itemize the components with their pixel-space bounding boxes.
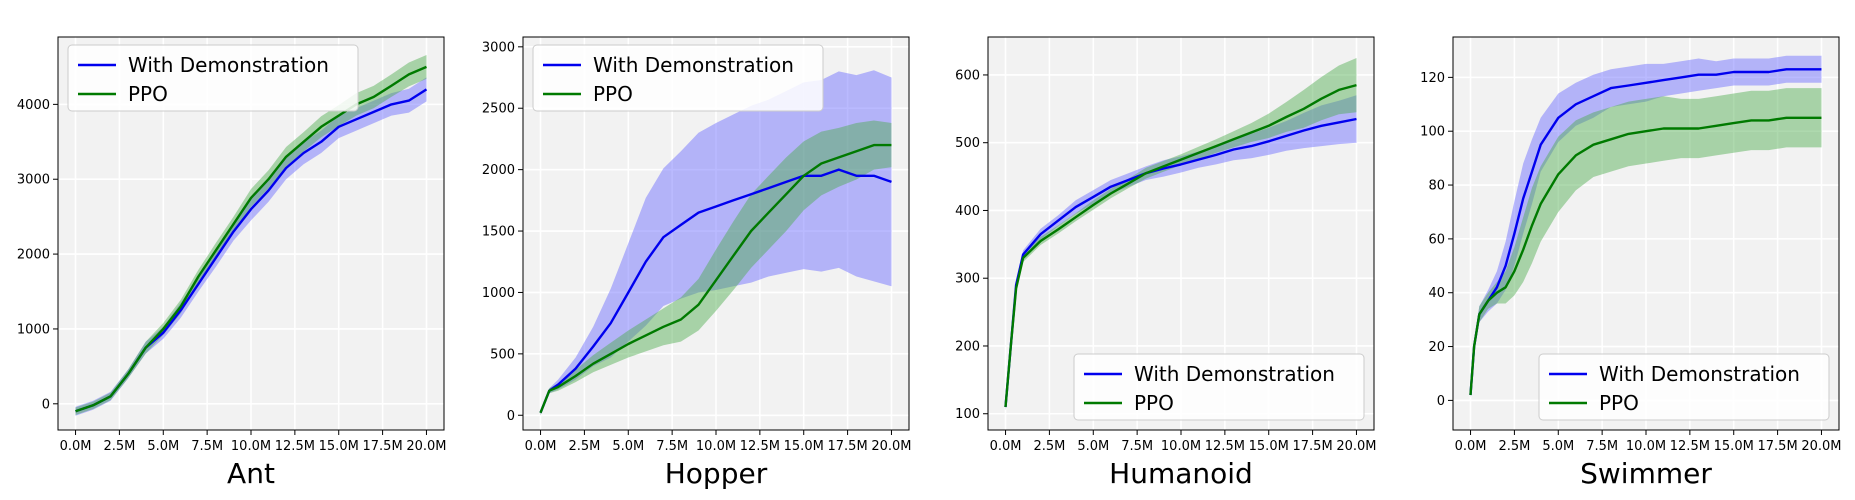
y-tick-label: 0 bbox=[42, 397, 50, 412]
x-tick-label: 20.0M bbox=[871, 439, 911, 454]
x-tick-label: 7.5M bbox=[1586, 439, 1618, 454]
series-line-with-demo bbox=[1004, 117, 1357, 408]
x-tick-label: 20.0M bbox=[1801, 439, 1841, 454]
y-tick-label: 3000 bbox=[17, 173, 50, 188]
x-tick-label: 12.5M bbox=[1670, 439, 1710, 454]
x-tick-label: 0.0M bbox=[990, 439, 1022, 454]
series-band-with-demo bbox=[540, 70, 892, 416]
series-line-with-demo bbox=[539, 168, 892, 414]
x-tick-label: 5.0M bbox=[1077, 439, 1109, 454]
series-band-ppo bbox=[540, 120, 892, 416]
y-tick-label: 1000 bbox=[482, 286, 515, 301]
legend-box bbox=[532, 44, 824, 112]
x-tick-label: 15.0M bbox=[1714, 439, 1754, 454]
y-tick-label: 80 bbox=[1428, 179, 1445, 194]
series-band-with-demo bbox=[1470, 55, 1822, 398]
y-tick-label: 2500 bbox=[482, 102, 515, 117]
series-line-ppo bbox=[1004, 83, 1357, 408]
legend-label-ppo: PPO bbox=[1599, 391, 1639, 415]
x-tick-label: 10.0M bbox=[231, 439, 271, 454]
x-tick-label: 12.5M bbox=[275, 439, 315, 454]
x-tick-label: 0.0M bbox=[60, 439, 92, 454]
y-tick-label: 4000 bbox=[17, 98, 50, 113]
y-tick-label: 400 bbox=[955, 204, 980, 219]
legend: With Demonstration PPO bbox=[67, 44, 359, 112]
series-line-with-demo bbox=[1469, 68, 1822, 396]
y-tick-label: 40 bbox=[1428, 286, 1445, 301]
x-tick-label: 2.5M bbox=[568, 439, 600, 454]
legend-box bbox=[1073, 353, 1365, 421]
x-tick-label: 2.5M bbox=[1498, 439, 1530, 454]
x-tick-label: 5.0M bbox=[147, 439, 179, 454]
legend-label-ppo: PPO bbox=[1134, 391, 1174, 415]
chart-panel-swimmer: 0.0M 2.5M 5.0M 7.5M 10.0M 12.5M 15.0M 17.5M 20.0… bbox=[1420, 36, 1842, 490]
x-tick-label: 15.0M bbox=[319, 439, 359, 454]
legend-label-ppo: PPO bbox=[128, 82, 168, 106]
y-tick-label: 100 bbox=[955, 407, 980, 422]
series-band-ppo bbox=[1005, 58, 1357, 411]
legend-label-with-demo: With Demonstration bbox=[593, 53, 794, 77]
x-tick-label: 17.5M bbox=[363, 439, 403, 454]
x-tick-label: 10.0M bbox=[1161, 439, 1201, 454]
x-tick-label: 20.0M bbox=[1336, 439, 1376, 454]
y-tick-label: 300 bbox=[955, 272, 980, 287]
y-tick-label: 500 bbox=[490, 347, 515, 362]
series-line-ppo bbox=[1469, 116, 1822, 396]
x-tick-label: 15.0M bbox=[784, 439, 824, 454]
x-tick-label: 7.5M bbox=[191, 439, 223, 454]
y-tick-label: 0 bbox=[1437, 394, 1445, 409]
legend: With Demonstration PPO bbox=[532, 44, 824, 112]
x-tick-label: 0.0M bbox=[525, 439, 557, 454]
y-tick-label: 2000 bbox=[17, 248, 50, 263]
y-tick-label: 3000 bbox=[482, 40, 515, 55]
legend-label-ppo: PPO bbox=[593, 82, 633, 106]
y-tick-label: 600 bbox=[955, 68, 980, 83]
x-tick-label: 17.5M bbox=[1758, 439, 1798, 454]
x-tick-label: 5.0M bbox=[1542, 439, 1574, 454]
y-tick-label: 2000 bbox=[482, 163, 515, 178]
legend-box bbox=[67, 44, 359, 112]
x-tick-label: 20.0M bbox=[406, 439, 446, 454]
x-axis-label: Hopper bbox=[665, 457, 768, 490]
y-tick-label: 1000 bbox=[17, 322, 50, 337]
y-tick-label: 500 bbox=[955, 136, 980, 151]
y-tick-label: 100 bbox=[1420, 125, 1445, 140]
series-line-ppo bbox=[539, 143, 892, 414]
y-tick-label: 0 bbox=[507, 409, 515, 424]
x-axis-label: Humanoid bbox=[1109, 457, 1253, 490]
x-tick-label: 7.5M bbox=[1121, 439, 1153, 454]
y-tick-label: 60 bbox=[1428, 232, 1445, 247]
x-tick-label: 5.0M bbox=[612, 439, 644, 454]
chart-panel-hopper: 0.0M 2.5M 5.0M 7.5M 10.0M 12.5M 15.0M 17.5M 20.0… bbox=[482, 36, 912, 490]
series-band-ppo bbox=[1470, 88, 1822, 398]
legend: With Demonstration PPO bbox=[1073, 353, 1365, 421]
legend-label-with-demo: With Demonstration bbox=[128, 53, 329, 77]
series-line-ppo bbox=[75, 65, 427, 413]
x-tick-label: 10.0M bbox=[1626, 439, 1666, 454]
legend: With Demonstration PPO bbox=[1538, 353, 1830, 421]
x-tick-label: 17.5M bbox=[1293, 439, 1333, 454]
x-tick-label: 10.0M bbox=[696, 439, 736, 454]
x-tick-label: 12.5M bbox=[1205, 439, 1245, 454]
legend-label-with-demo: With Demonstration bbox=[1134, 362, 1335, 386]
series-band-ppo bbox=[75, 55, 427, 415]
x-tick-label: 17.5M bbox=[828, 439, 868, 454]
x-tick-label: 12.5M bbox=[740, 439, 780, 454]
y-tick-label: 120 bbox=[1420, 71, 1445, 86]
legend-box bbox=[1538, 353, 1830, 421]
x-tick-label: 15.0M bbox=[1249, 439, 1289, 454]
x-tick-label: 7.5M bbox=[656, 439, 688, 454]
y-tick-label: 200 bbox=[955, 339, 980, 354]
x-axis-label: Swimmer bbox=[1580, 457, 1712, 490]
chart-panel-ant: 0.0M 2.5M 5.0M 7.5M 10.0M 12.5M 15.0M 17.5M 20.0… bbox=[17, 36, 447, 490]
x-tick-label: 2.5M bbox=[1033, 439, 1065, 454]
y-tick-label: 1500 bbox=[482, 225, 515, 240]
x-tick-label: 2.5M bbox=[103, 439, 135, 454]
x-tick-label: 0.0M bbox=[1455, 439, 1487, 454]
x-axis-label: Ant bbox=[227, 457, 275, 490]
chart-panel-humanoid: 0.0M 2.5M 5.0M 7.5M 10.0M 12.5M 15.0M 17.5M 20.0… bbox=[955, 36, 1377, 490]
y-tick-label: 20 bbox=[1428, 340, 1445, 355]
legend-label-with-demo: With Demonstration bbox=[1599, 362, 1800, 386]
